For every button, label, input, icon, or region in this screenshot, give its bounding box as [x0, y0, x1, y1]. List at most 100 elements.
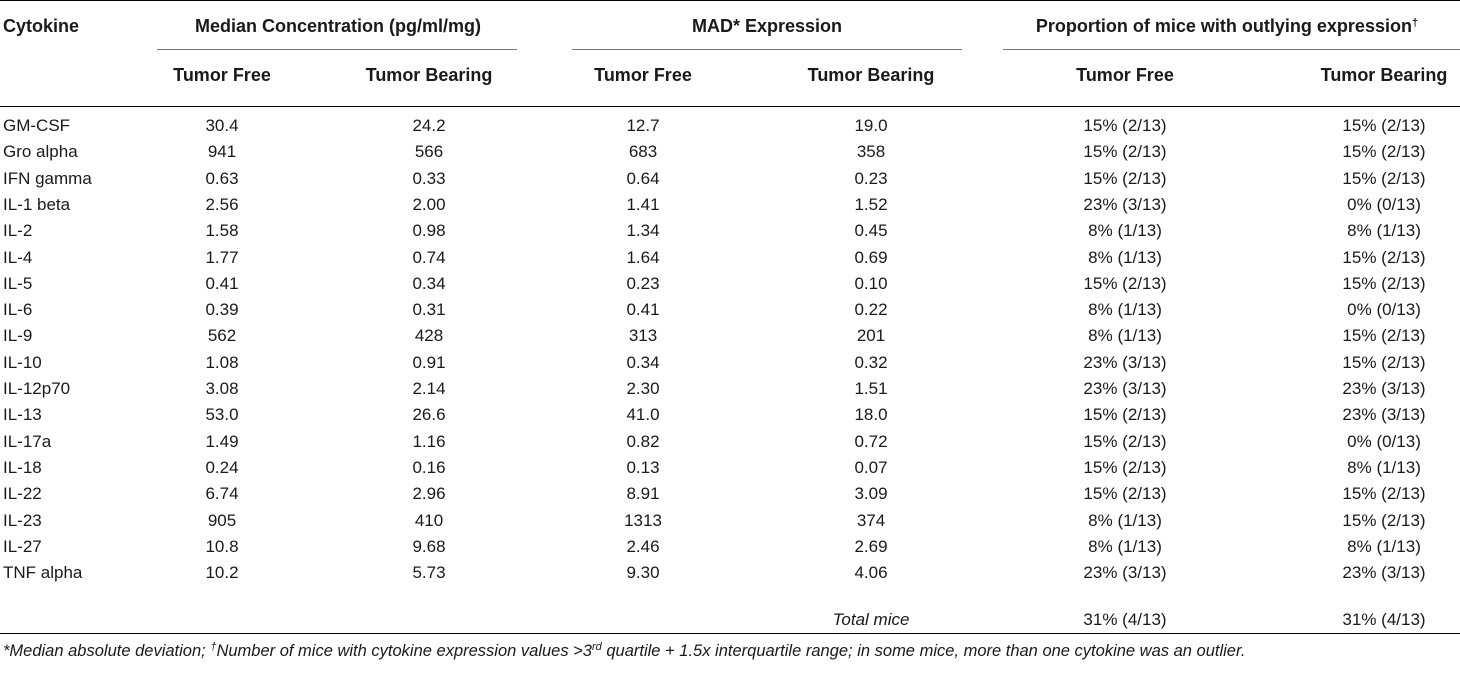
header-proportion: Proportion of mice with outlying express…: [1036, 15, 1418, 37]
value-mad-tf: 9.30: [626, 563, 660, 583]
value-med-tb: 410: [414, 510, 444, 530]
value-prop-tb: 0% (0/13): [1347, 431, 1421, 451]
total-mice-label: Total mice: [832, 610, 910, 629]
cytokine-name: IFN gamma: [3, 168, 92, 188]
footnote-rd: rd: [591, 641, 602, 653]
value-prop-tb: 15% (2/13): [1342, 142, 1426, 162]
header-bottom-rule: [0, 106, 1460, 107]
value-med-tf: 1.08: [205, 352, 239, 372]
value-med-tb: 0.74: [412, 247, 446, 267]
cytokine-name: IL-27: [3, 536, 42, 556]
value-prop-tb: 23% (3/13): [1342, 405, 1426, 425]
value-mad-tb: 19.0: [854, 116, 888, 135]
value-prop-tb: 15% (2/13): [1342, 352, 1426, 372]
value-mad-tf: 0.13: [626, 457, 660, 477]
value-med-tf: 6.74: [205, 484, 239, 504]
value-med-tf: 0.24: [205, 457, 239, 477]
cytokine-name: GM-CSF: [3, 116, 71, 135]
value-mad-tb: 18.0: [854, 405, 888, 425]
cytokine-name: IL-10: [3, 352, 42, 372]
value-prop-tf: 15% (2/13): [1083, 273, 1167, 293]
value-prop-tf: 8% (1/13): [1088, 221, 1162, 241]
cytokine-name: IL-22: [3, 484, 42, 504]
header-cytokine: Cytokine: [3, 16, 80, 36]
header-prop-tumor-bearing: Tumor Bearing: [1320, 65, 1448, 85]
cytokine-name: IL-13: [3, 405, 42, 425]
value-prop-tf: 15% (2/13): [1083, 484, 1167, 504]
value-prop-tf: 23% (3/13): [1083, 194, 1167, 214]
value-med-tb: 428: [414, 326, 444, 346]
value-med-tb: 24.2: [412, 116, 446, 135]
mad-group-rule: [572, 49, 962, 50]
header-mad-tumor-free: Tumor Free: [594, 65, 692, 85]
value-med-tb: 26.6: [412, 405, 446, 425]
footnote-outlier-def-end: quartile + 1.5x interquartile range; in …: [601, 642, 1246, 660]
value-prop-tb: 15% (2/13): [1342, 116, 1426, 135]
median-group-rule: [157, 49, 517, 50]
value-mad-tf: 2.30: [626, 379, 660, 398]
value-mad-tb: 201: [856, 326, 886, 346]
value-mad-tb: 2.69: [854, 536, 888, 556]
value-med-tb: 9.68: [412, 536, 446, 556]
value-prop-tb: 0% (0/13): [1347, 194, 1421, 214]
value-mad-tf: 41.0: [626, 405, 660, 425]
value-prop-tb: 15% (2/13): [1342, 168, 1426, 188]
header-median-tumor-bearing: Tumor Bearing: [365, 65, 493, 85]
value-med-tf: 562: [207, 326, 237, 346]
cytokine-name: IL-2: [3, 221, 33, 241]
value-mad-tf: 0.41: [626, 300, 660, 320]
header-mad-expression: MAD* Expression: [691, 16, 843, 36]
cytokine-name: IL-6: [3, 300, 33, 320]
value-prop-tf: 15% (2/13): [1083, 405, 1167, 425]
value-prop-tb: 23% (3/13): [1342, 379, 1426, 398]
value-prop-tb: 15% (2/13): [1342, 326, 1426, 346]
value-med-tb: 0.98: [412, 221, 446, 241]
cytokine-name: IL-18: [3, 457, 42, 477]
value-prop-tf: 15% (2/13): [1083, 142, 1167, 162]
cytokine-name: IL-17a: [3, 431, 52, 451]
value-prop-tf: 8% (1/13): [1088, 247, 1162, 267]
value-med-tb: 0.33: [412, 168, 446, 188]
value-mad-tb: 1.51: [854, 379, 888, 398]
proportion-group-rule: [1003, 49, 1460, 50]
value-prop-tf: 8% (1/13): [1088, 536, 1162, 556]
value-mad-tb: 358: [856, 142, 886, 162]
value-prop-tb: 15% (2/13): [1342, 247, 1426, 267]
value-prop-tb: 15% (2/13): [1342, 510, 1426, 530]
value-prop-tf: 23% (3/13): [1083, 379, 1167, 398]
value-mad-tb: 0.07: [854, 457, 888, 477]
cytokine-name: IL-4: [3, 247, 33, 267]
value-med-tb: 0.91: [412, 352, 446, 372]
footnote-dagger: †: [210, 641, 217, 653]
cytokine-name: IL-1 beta: [3, 194, 71, 214]
value-med-tb: 2.14: [412, 379, 446, 398]
cytokine-name: IL-12p70: [3, 379, 71, 398]
value-med-tf: 2.56: [205, 194, 239, 214]
value-prop-tf: 15% (2/13): [1083, 116, 1167, 135]
value-med-tf: 3.08: [205, 379, 239, 398]
value-prop-tf: 8% (1/13): [1088, 510, 1162, 530]
value-mad-tb: 1.52: [854, 194, 888, 214]
value-med-tb: 0.16: [412, 457, 446, 477]
value-med-tf: 0.41: [205, 273, 239, 293]
value-mad-tf: 0.34: [626, 352, 660, 372]
value-prop-tf: 8% (1/13): [1088, 300, 1162, 320]
cytokine-name: IL-5: [3, 273, 33, 293]
value-med-tf: 1.49: [205, 431, 239, 451]
value-mad-tf: 0.82: [626, 431, 660, 451]
top-rule: [0, 0, 1460, 1]
header-mad-tumor-bearing: Tumor Bearing: [807, 65, 935, 85]
dagger-mark: †: [1411, 17, 1419, 29]
total-prop-tumor-bearing: 31% (4/13): [1342, 610, 1426, 629]
total-prop-tumor-free: 31% (4/13): [1083, 610, 1167, 629]
value-med-tf: 1.77: [205, 247, 239, 267]
value-mad-tf: 0.64: [626, 168, 660, 188]
value-prop-tf: 15% (2/13): [1083, 168, 1167, 188]
value-prop-tb: 8% (1/13): [1347, 536, 1421, 556]
value-mad-tb: 0.69: [854, 247, 888, 267]
value-mad-tf: 1313: [624, 510, 662, 530]
table-bottom-rule: [0, 633, 1460, 634]
value-prop-tf: 8% (1/13): [1088, 326, 1162, 346]
footnote-outlier-def: Number of mice with cytokine expression …: [216, 642, 592, 660]
